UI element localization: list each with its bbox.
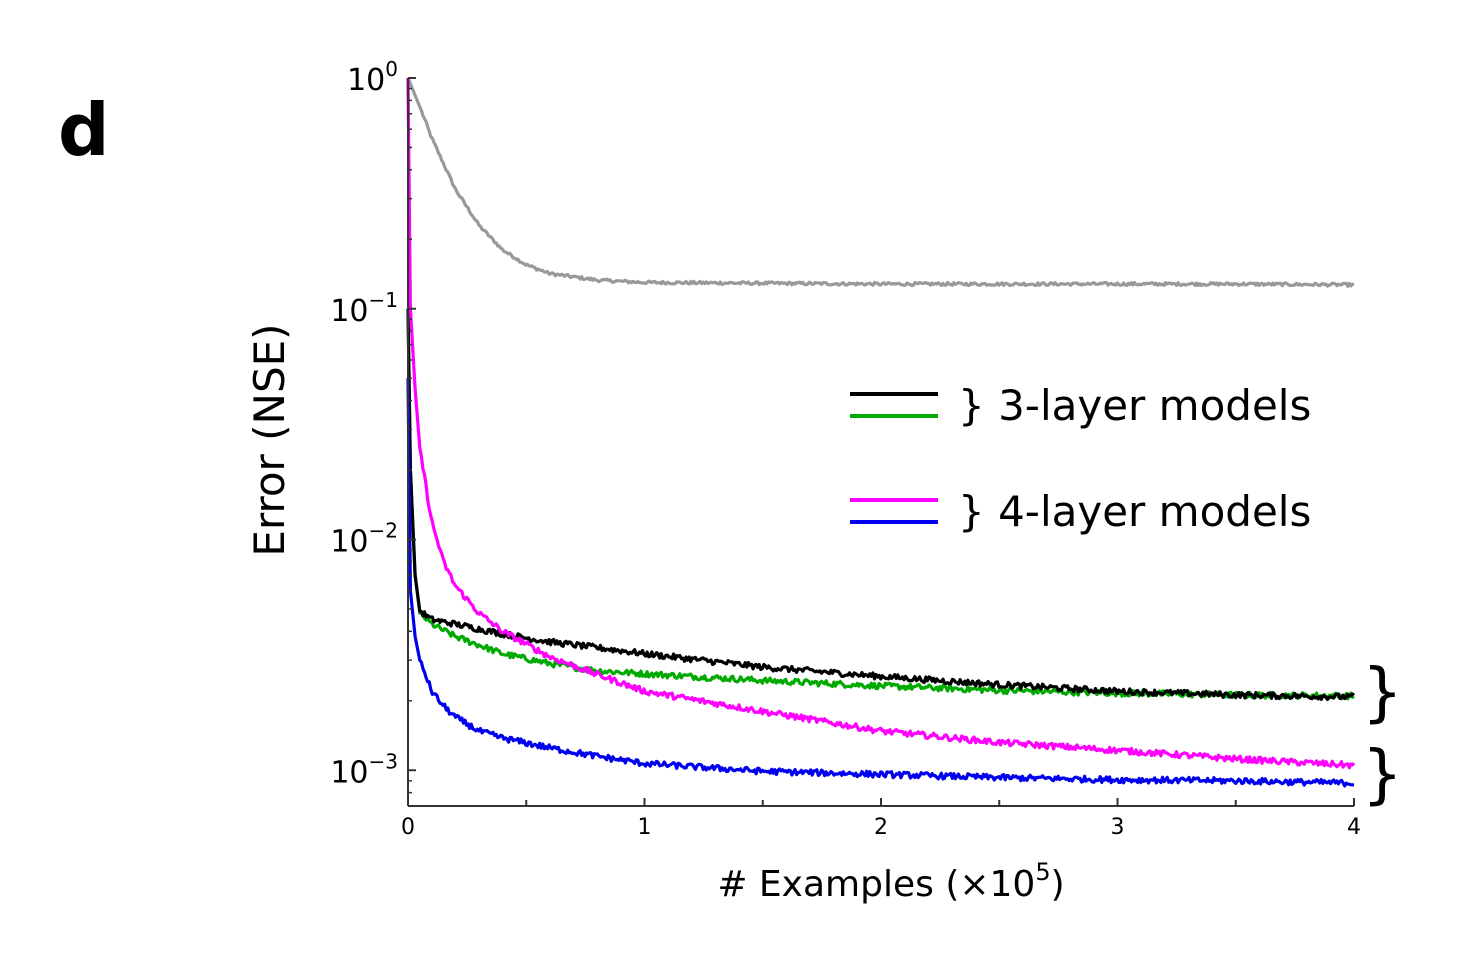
x-tick-label: 2: [874, 815, 888, 840]
y-tick-label: 10−1: [330, 288, 398, 329]
x-tick-label: 1: [638, 815, 652, 840]
series-line-2: [406, 308, 1356, 701]
x-tick-label: 3: [1111, 815, 1125, 840]
legend-layer: } 3-layer models } 4-layer models}}: [850, 381, 1403, 812]
legend-label-1: } 4-layer models: [958, 487, 1311, 536]
y-axis-label: Error (NSE): [245, 323, 294, 556]
series-line-4: [406, 378, 1355, 788]
group-brace-1: }: [1362, 738, 1403, 812]
x-tick-label: 0: [401, 815, 415, 840]
series-line-3: [406, 77, 1356, 770]
x-axis-label: # Examples (×105): [717, 858, 1064, 905]
series-line-0: [406, 77, 1355, 288]
axes-layer: [407, 77, 1355, 807]
x-tick-label: 4: [1347, 815, 1361, 840]
legend-label-0: } 3-layer models: [958, 381, 1311, 430]
y-tick-label: 10−2: [330, 519, 398, 560]
y-tick-label: 100: [347, 57, 398, 98]
labels-layer: 0 1 2 3 4 100 10−1 10−2 10−3 # Examples (×105) Err…: [245, 57, 1361, 905]
panel-label: d: [58, 88, 110, 172]
group-brace-0: }: [1362, 656, 1403, 730]
y-tick-label: 10−3: [330, 749, 398, 790]
series-layer: [406, 77, 1356, 788]
